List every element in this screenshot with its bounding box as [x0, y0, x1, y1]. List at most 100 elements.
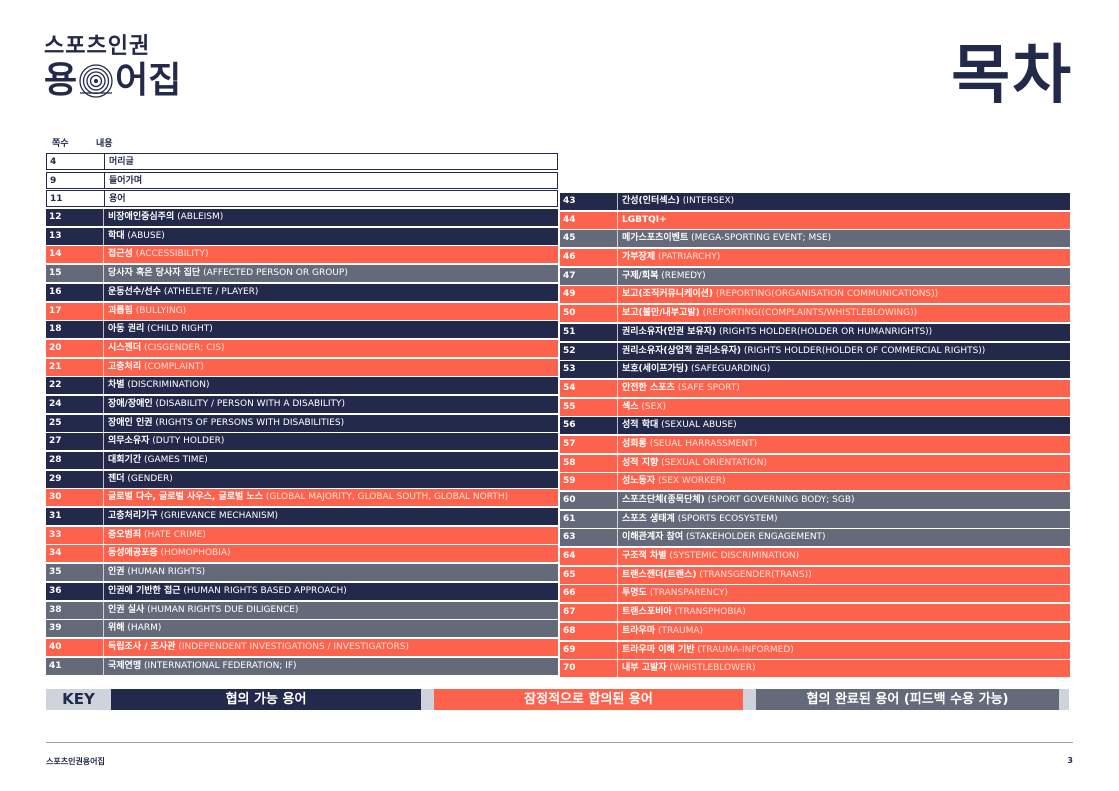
key-legend: KEY 협의 가능 용어 잠정적으로 합의된 용어 협의 완료된 용어 (피드백… [46, 689, 1069, 710]
toc-row[interactable]: 57 성희롱 (SEUAL HARRASSMENT) [560, 435, 1070, 453]
toc-row[interactable]: 50 보고(불만/내부고발) (REPORTING((COMPLAINTS/WHI… [560, 305, 1070, 323]
toc-entry-english: (HOMOPHOBIA) [157, 548, 231, 559]
toc-row[interactable]: 35 인권 (HUMAN RIGHTS) [46, 564, 558, 582]
toc-row[interactable]: 15 당사자 혹은 당사자 집단 (AFFECTED PERSON OR GROU… [46, 265, 558, 283]
toc-entry-title: 고충처리기구 (GRIEVANCE MECHANISM) [104, 508, 558, 525]
toc-row[interactable]: 58 성적 지향 (SEXUAL ORIENTATION) [560, 454, 1070, 472]
toc-entry-title: 이해관계자 참여 (STAKEHOLDER ENGAGEMENT) [618, 529, 1070, 546]
toc-row[interactable]: 9 들어가며 [46, 171, 558, 189]
toc-entry-title: 의무소유자 (DUTY HOLDER) [104, 433, 558, 450]
toc-row[interactable]: 66 투명도 (TRANSPARENCY) [560, 585, 1070, 603]
toc-row[interactable]: 40 독립조사 / 조사관 (INDEPENDENT INVESTIGATIONS… [46, 638, 558, 656]
toc-row[interactable]: 52 권리소유자(상업적 권리소유자) (RIGHTS HOLDER(HOLDER… [560, 342, 1070, 360]
toc-row[interactable]: 17 괴롭힘 (BULLYING) [46, 302, 558, 320]
toc-row[interactable]: 4 머리글 [46, 153, 558, 170]
toc-row[interactable]: 20 시스젠더 (CISGENDER; CIS) [46, 339, 558, 357]
toc-entry-korean: 동성애공포증 [108, 548, 158, 559]
toc-entry-title: 트라우마 (TRAUMA) [618, 623, 1070, 640]
toc-row[interactable]: 61 스포츠 생태계 (SPORTS ECOSYSTEM) [560, 510, 1070, 528]
toc-entry-english: (CHILD RIGHT) [144, 324, 213, 335]
toc-page-number: 43 [560, 193, 618, 210]
toc-row[interactable]: 53 보호(세이프가딩) (SAFEGUARDING) [560, 361, 1070, 379]
toc-entry-title: 비장애인중심주의 (ABLEISM) [104, 209, 558, 226]
key-divider [421, 689, 434, 710]
toc-row[interactable]: 16 운동선수/선수 (ATHELETE / PLAYER) [46, 283, 558, 301]
key-end [1059, 689, 1069, 710]
toc-row[interactable]: 51 권리소유자(인권 보유자) (RIGHTS HOLDER(HOLDER OR… [560, 323, 1070, 341]
toc-row[interactable]: 65 트랜스젠더(트랜스) (TRANSGENDER(TRANS)) [560, 566, 1070, 584]
toc-page-number: 24 [46, 395, 104, 413]
toc-row[interactable]: 27 의무소유자 (DUTY HOLDER) [46, 433, 558, 451]
toc-entry-title: 국제연맹 (INTERNATIONAL FEDERATION; IF) [104, 658, 558, 675]
toc-page-number: 34 [46, 545, 104, 563]
toc-row[interactable]: 29 젠더 (GENDER) [46, 470, 558, 488]
toc-row[interactable]: 30 글로벌 다수, 글로벌 사우스, 글로벌 노스 (GLOBAL MAJORI… [46, 489, 558, 507]
toc-entry-title: 위해 (HARM) [104, 620, 558, 637]
toc-row[interactable]: 13 학대 (ABUSE) [46, 227, 558, 245]
toc-entry-english: (DUTY HOLDER) [149, 436, 225, 447]
toc-entry-korean: 독립조사 / 조사관 [108, 641, 176, 652]
toc-entry-korean: LGBTQI+ [622, 214, 667, 225]
toc-row[interactable]: 41 국제연맹 (INTERNATIONAL FEDERATION; IF) [46, 657, 558, 675]
toc-page-number: 28 [46, 452, 104, 469]
toc-page-number: 50 [560, 305, 618, 323]
toc-page-number: 53 [560, 361, 618, 379]
toc-entry-english: (AFFECTED PERSON OR GROUP) [200, 268, 348, 279]
toc-row[interactable]: 12 비장애인중심주의 (ABLEISM) [46, 209, 558, 227]
toc-row[interactable]: 39 위해 (HARM) [46, 620, 558, 638]
toc-row[interactable]: 22 차별 (DISCRIMINATION) [46, 377, 558, 395]
toc-row[interactable]: 63 이해관계자 참여 (STAKEHOLDER ENGAGEMENT) [560, 529, 1070, 547]
toc-row[interactable]: 46 가부장제 (PATRIARCHY) [560, 249, 1070, 267]
toc-row[interactable]: 21 고충처리 (COMPLAINT) [46, 358, 558, 376]
toc-page-number: 30 [46, 489, 104, 507]
toc-row[interactable]: 25 장애인 인권 (RIGHTS OF PERSONS WITH DISABIL… [46, 414, 558, 432]
toc-row[interactable]: 59 성노동자 (SEX WORKER) [560, 473, 1070, 491]
toc-row[interactable]: 28 대회기간 (GAMES TIME) [46, 452, 558, 469]
toc-row[interactable]: 69 트라우마 이해 기반 (TRAUMA-INFORMED) [560, 641, 1070, 659]
toc-row[interactable]: 31 고충처리기구 (GRIEVANCE MECHANISM) [46, 508, 558, 526]
toc-page-number: 45 [560, 230, 618, 248]
key-negotiable-terms: 협의 가능 용어 [111, 689, 421, 710]
toc-row[interactable]: 67 트랜스포비아 (TRANSPHOBIA) [560, 604, 1070, 622]
toc-row[interactable]: 54 안전한 스포츠 (SAFE SPORT) [560, 379, 1070, 397]
toc-row[interactable]: 11 용어 [46, 190, 558, 208]
toc-row[interactable]: 43 간성(인터섹스) (INTERSEX) [560, 193, 1070, 210]
logo-line2-rest: 어집 [115, 60, 182, 101]
toc-page-number: 20 [46, 339, 104, 357]
toc-row[interactable]: 64 구조적 차별 (SYSTEMIC DISCRIMINATION) [560, 548, 1070, 566]
toc-row[interactable]: 60 스포츠단체(종목단체) (SPORT GOVERNING BODY; SGB… [560, 492, 1070, 509]
toc-row[interactable]: 68 트라우마 (TRAUMA) [560, 622, 1070, 640]
toc-page-number: 12 [46, 209, 104, 227]
concentric-circles-icon [79, 64, 113, 98]
toc-entry-korean: 운동선수/선수 [108, 286, 161, 297]
toc-row[interactable]: 33 증오범죄 (HATE CRIME) [46, 526, 558, 544]
toc-page-number: 52 [560, 342, 618, 360]
toc-page-number: 41 [46, 657, 104, 675]
toc-entry-korean: 고충처리기구 [108, 511, 158, 522]
toc-row[interactable]: 18 아동 권리 (CHILD RIGHT) [46, 321, 558, 339]
toc-entry-english: (REMEDY) [658, 270, 706, 281]
toc-row[interactable]: 47 구제/회복 (REMEDY) [560, 267, 1070, 285]
toc-page-number: 25 [46, 414, 104, 432]
toc-entry-english: (MEGA-SPORTING EVENT; MSE) [688, 233, 832, 244]
toc-row[interactable]: 55 섹스 (SEX) [560, 398, 1070, 416]
toc-entry-korean: 시스젠더 [108, 342, 142, 353]
toc-row[interactable]: 70 내부 고발자 (WHISTLEBLOWER) [560, 660, 1070, 678]
toc-page-number: 64 [560, 548, 618, 566]
toc-entry-title: 섹스 (SEX) [618, 399, 1070, 416]
toc-row[interactable]: 44 LGBTQI+ [560, 211, 1070, 229]
toc-row[interactable]: 56 성적 학대 (SEXUAL ABUSE) [560, 417, 1070, 435]
toc-entry-title: 학대 (ABUSE) [104, 228, 558, 245]
toc-row[interactable]: 38 인권 실사 (HUMAN RIGHTS DUE DILIGENCE) [46, 601, 558, 619]
toc-row[interactable]: 36 인권에 기반한 접근 (HUMAN RIGHTS BASED APPROAC… [46, 582, 558, 600]
toc-row[interactable]: 14 접근성 (ACCESSIBILITY) [46, 246, 558, 264]
toc-entry-english: (GRIEVANCE MECHANISM) [157, 511, 278, 522]
toc-row[interactable]: 45 메가스포츠이벤트 (MEGA-SPORTING EVENT; MSE) [560, 230, 1070, 248]
toc-entry-title: 스포츠단체(종목단체) (SPORT GOVERNING BODY; SGB) [618, 492, 1070, 509]
toc-page-number: 46 [560, 249, 618, 267]
toc-row[interactable]: 24 장애/장애인 (DISABILITY / PERSON WITH A DIS… [46, 395, 558, 413]
toc-page-number: 29 [46, 470, 104, 488]
toc-entry-title: 고충처리 (COMPLAINT) [104, 359, 558, 376]
toc-row[interactable]: 34 동성애공포증 (HOMOPHOBIA) [46, 545, 558, 563]
toc-row[interactable]: 49 보고(조직커뮤니케이션) (REPORTING(ORGANISATION C… [560, 286, 1070, 304]
